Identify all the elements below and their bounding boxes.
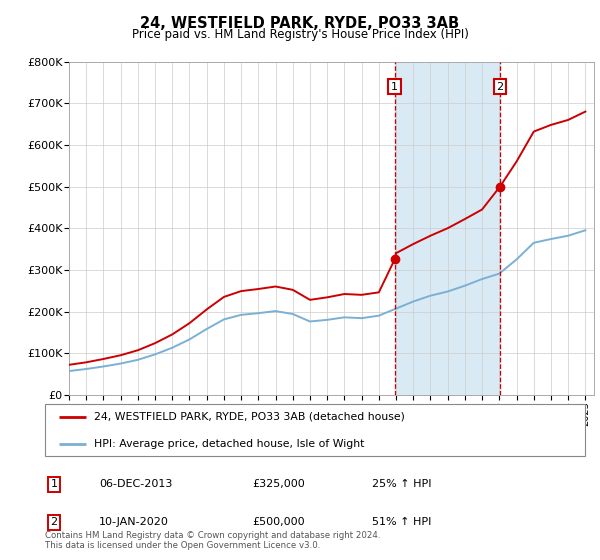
Text: HPI: Average price, detached house, Isle of Wight: HPI: Average price, detached house, Isle… [94,439,364,449]
FancyBboxPatch shape [45,404,585,456]
Text: Price paid vs. HM Land Registry's House Price Index (HPI): Price paid vs. HM Land Registry's House … [131,28,469,41]
Text: 1: 1 [50,479,58,489]
Text: 10-JAN-2020: 10-JAN-2020 [99,517,169,528]
Text: 2: 2 [50,517,58,528]
Text: £500,000: £500,000 [252,517,305,528]
Text: Contains HM Land Registry data © Crown copyright and database right 2024.
This d: Contains HM Land Registry data © Crown c… [45,530,380,550]
Text: 25% ↑ HPI: 25% ↑ HPI [372,479,431,489]
Text: 1: 1 [391,82,398,92]
Text: 2: 2 [496,82,503,92]
Text: £325,000: £325,000 [252,479,305,489]
Text: 06-DEC-2013: 06-DEC-2013 [99,479,172,489]
Text: 24, WESTFIELD PARK, RYDE, PO33 3AB: 24, WESTFIELD PARK, RYDE, PO33 3AB [140,16,460,31]
Bar [395,62,500,395]
Text: 24, WESTFIELD PARK, RYDE, PO33 3AB (detached house): 24, WESTFIELD PARK, RYDE, PO33 3AB (deta… [94,412,404,422]
Text: 51% ↑ HPI: 51% ↑ HPI [372,517,431,528]
